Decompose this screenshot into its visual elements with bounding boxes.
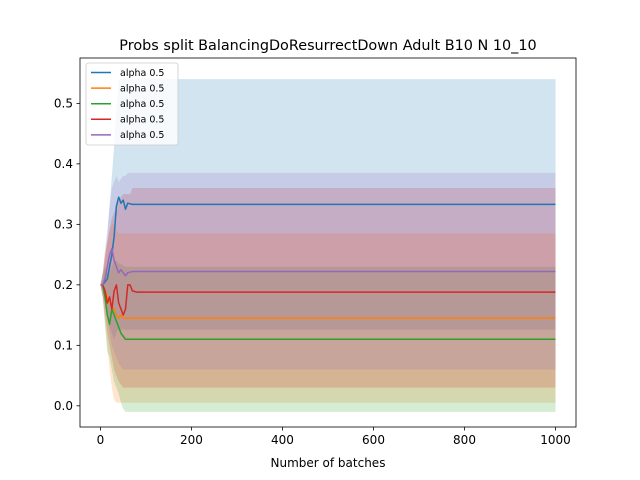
series-line-1 [100, 196, 556, 286]
legend-label: alpha 0.5 [120, 68, 164, 79]
series-lines [100, 196, 556, 341]
axes: 0 200 400 600 800 1000 0.0 0.1 0.2 0.3 0.4 0.5 [54, 57, 577, 447]
y-tick-label: 0.5 [54, 97, 73, 111]
confidence-band-2 [100, 224, 556, 403]
y-tick-label: 0.4 [54, 157, 73, 171]
y-tick-label: 0.1 [54, 339, 73, 353]
legend-box [85, 62, 179, 146]
series-line-4 [100, 284, 556, 316]
x-tick-label: 0 [97, 433, 105, 447]
x-tick-label: 400 [271, 433, 294, 447]
legend-label: alpha 0.5 [120, 99, 164, 110]
legend-label: alpha 0.5 [120, 130, 164, 141]
x-tick-label: 800 [453, 433, 476, 447]
plot-frame [79, 57, 577, 428]
legend: alpha 0.5 alpha 0.5 alpha 0.5 alpha 0.5 alph… [85, 62, 179, 146]
series-line-5 [100, 247, 556, 286]
x-tick-label: 1000 [540, 433, 571, 447]
y-tick-label: 0.3 [54, 218, 73, 232]
confidence-band-3 [100, 260, 556, 412]
y-tick-label: 0.2 [54, 278, 73, 292]
chart-title: Probs split BalancingDoResurrectDown Adu… [119, 38, 536, 54]
x-axis-label: Number of batches [271, 456, 386, 470]
confidence-band-1 [100, 79, 556, 340]
x-tick-label: 600 [362, 433, 385, 447]
legend-label: alpha 0.5 [120, 83, 164, 94]
y-tick-label: 0.0 [54, 399, 73, 413]
legend-label: alpha 0.5 [120, 115, 164, 126]
confidence-band-4 [100, 188, 556, 388]
x-tick-label: 200 [180, 433, 203, 447]
series-line-3 [100, 284, 556, 341]
